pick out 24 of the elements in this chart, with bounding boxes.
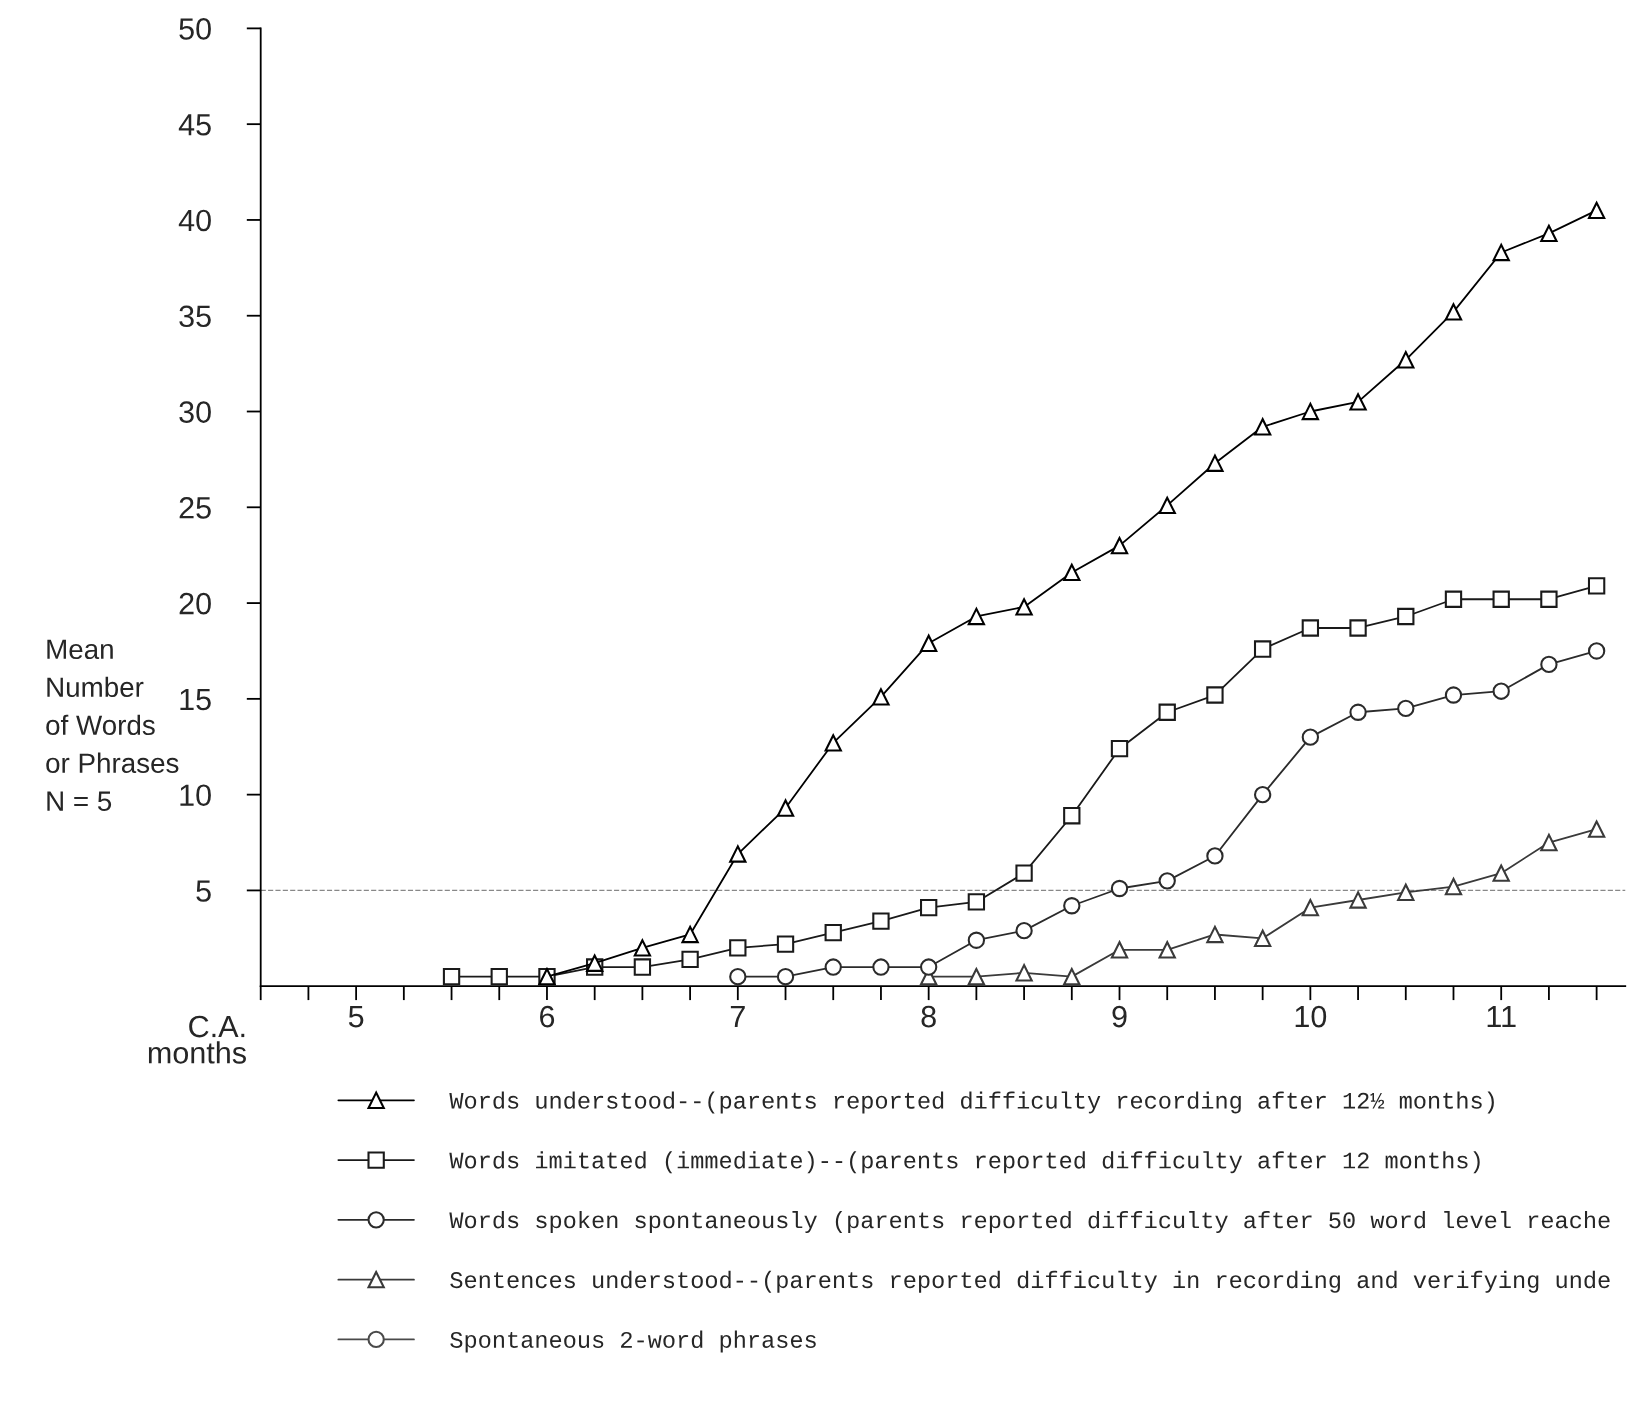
y-tick-label: 5 xyxy=(196,880,211,902)
y-tick-label: 50 xyxy=(179,18,211,40)
x-axis-title: C.A. months xyxy=(148,1015,246,1064)
y-tick-label: 15 xyxy=(180,688,211,711)
y-tick-label: 35 xyxy=(179,305,211,328)
legend-label: Words imitated (immediate)--(parents reported difficulty after 12 months) xyxy=(449,1151,1480,1174)
legend-label: Words spoken spontaneously (parents reported difficulty after 50 word level reache xyxy=(449,1211,1610,1234)
y-tick-label: 25 xyxy=(179,497,211,519)
x-tick-label: 7 xyxy=(730,1006,745,1028)
y-tick-label: 20 xyxy=(179,592,211,615)
x-tick-label: 8 xyxy=(921,1005,936,1028)
x-tick-label: 6 xyxy=(540,1005,555,1028)
x-tick-label: 10 xyxy=(1295,1005,1327,1028)
legend-label: Words understood--(parents reported difficulty recording after 12½ months) xyxy=(449,1091,1494,1114)
y-tick-label: 10 xyxy=(180,784,211,807)
x-tick-label: 9 xyxy=(1112,1005,1127,1028)
legend-label: Spontaneous 2-word phrases xyxy=(450,1330,816,1353)
x-tick-label: 5 xyxy=(348,1006,364,1028)
x-tick-label: 11 xyxy=(1487,1006,1516,1028)
y-tick-label: 40 xyxy=(178,209,211,232)
legend-label: Sentences understood--(parents reported difficulty in recording and verifying unde xyxy=(450,1270,1610,1293)
y-tick-label: 45 xyxy=(178,114,211,136)
y-tick-label: 30 xyxy=(179,401,211,423)
y-axis-title: Mean Number of Words or Phrases N = 5 xyxy=(46,639,179,811)
